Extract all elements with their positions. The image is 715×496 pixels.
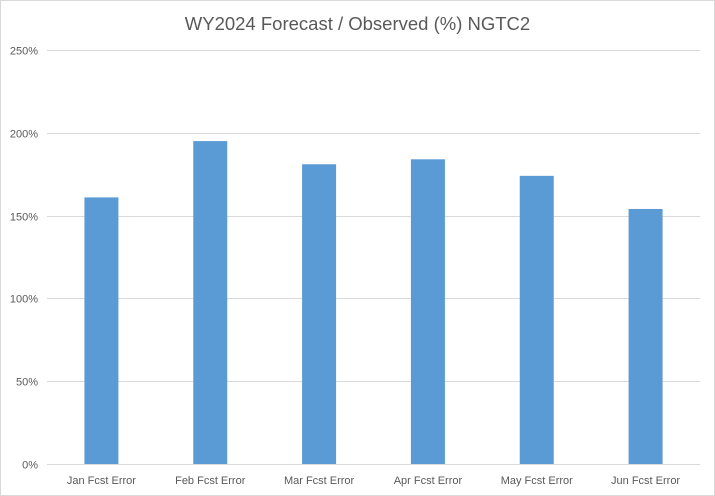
y-tick-label: 200% <box>10 129 38 141</box>
x-category-label: Jun Fcst Error <box>611 475 680 487</box>
bar-feb-fcst-error <box>193 141 228 464</box>
bar-mar-fcst-error <box>302 164 337 464</box>
bar-jun-fcst-error <box>628 208 663 464</box>
x-category-label: Mar Fcst Error <box>284 475 355 487</box>
y-tick-label: 50% <box>16 377 38 389</box>
x-category-label: Feb Fcst Error <box>175 475 246 487</box>
bars <box>84 141 663 464</box>
y-tick-label: 250% <box>10 46 38 58</box>
bar-jan-fcst-error <box>84 197 119 464</box>
x-category-label: May Fcst Error <box>501 475 573 487</box>
y-axis-tick-labels: 0% 50% 100% 150% 200% 250% <box>10 46 38 472</box>
x-category-label: Apr Fcst Error <box>394 475 463 487</box>
x-category-label: Jan Fcst Error <box>67 475 136 487</box>
bar-apr-fcst-error <box>410 159 445 464</box>
y-tick-label: 0% <box>22 460 38 472</box>
gridlines <box>47 50 700 465</box>
y-tick-label: 100% <box>10 294 38 306</box>
x-axis-category-labels: Jan Fcst Error Feb Fcst Error Mar Fcst Err… <box>67 475 681 487</box>
chart-title: WY2024 Forecast / Observed (%) NGTC2 <box>185 13 530 34</box>
y-tick-label: 150% <box>10 212 38 224</box>
bar-may-fcst-error <box>519 175 554 464</box>
